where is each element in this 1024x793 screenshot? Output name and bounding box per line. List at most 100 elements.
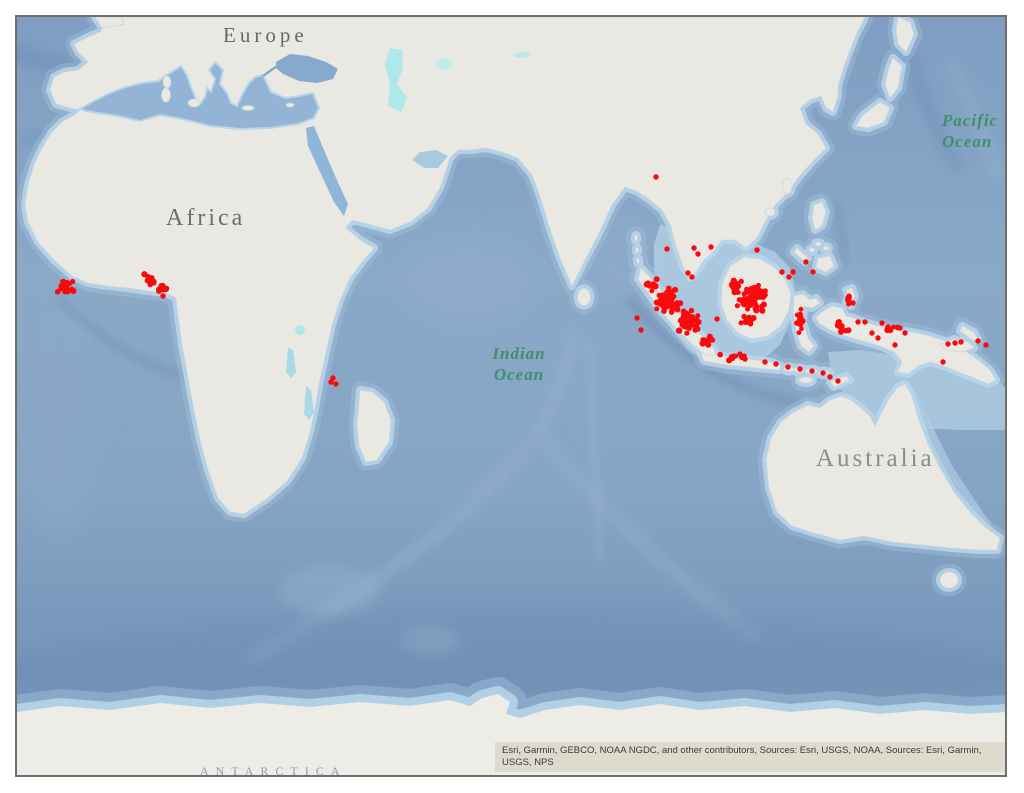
occurrence-point bbox=[684, 330, 689, 336]
occurrence-point bbox=[695, 251, 701, 257]
occurrence-point bbox=[756, 282, 761, 288]
occurrence-point bbox=[894, 324, 901, 331]
occurrence-point bbox=[796, 330, 802, 336]
occurrence-point bbox=[850, 300, 856, 306]
occurrence-point bbox=[902, 330, 908, 336]
map-attribution: Esri, Garmin, GEBCO, NOAA NGDC, and othe… bbox=[495, 742, 1005, 772]
occurrence-point bbox=[669, 295, 675, 301]
lake-victoria bbox=[295, 325, 305, 335]
occurrence-point bbox=[643, 281, 650, 288]
occurrence-point bbox=[744, 300, 750, 306]
attribution-line2: Garmin, USGS, NPS bbox=[502, 745, 982, 768]
occurrence-point bbox=[887, 327, 894, 334]
occurrence-point bbox=[746, 318, 754, 325]
occurrence-point bbox=[952, 340, 958, 346]
occurrence-point bbox=[691, 245, 697, 251]
occurrence-point bbox=[855, 319, 861, 325]
occurrence-point bbox=[738, 278, 744, 285]
world-basemap bbox=[17, 17, 1005, 775]
occurrence-point bbox=[892, 342, 898, 348]
occurrence-points-layer bbox=[54, 174, 989, 387]
occurrence-point bbox=[759, 293, 766, 300]
occurrence-point bbox=[862, 319, 868, 325]
occurrence-point bbox=[663, 299, 668, 305]
occurrence-point bbox=[652, 282, 659, 289]
occurrence-point bbox=[809, 368, 815, 374]
occurrence-point bbox=[142, 272, 148, 278]
occurrence-point bbox=[70, 287, 77, 295]
occurrence-point bbox=[638, 327, 644, 333]
occurrence-point bbox=[685, 270, 691, 276]
occurrence-point bbox=[668, 289, 675, 296]
occurrence-point bbox=[820, 370, 826, 376]
map-frame: Europe Africa Australia Indian Ocean Pac… bbox=[15, 15, 1007, 777]
occurrence-point bbox=[835, 378, 841, 384]
attribution-line1: Esri, Garmin, GEBCO, NOAA NGDC, and othe… bbox=[502, 745, 945, 756]
occurrence-point bbox=[842, 328, 848, 334]
occurrence-point bbox=[717, 351, 723, 358]
occurrence-point bbox=[945, 341, 951, 347]
occurrence-point bbox=[846, 293, 852, 299]
occurrence-point bbox=[695, 313, 701, 319]
occurrence-point bbox=[685, 314, 692, 320]
occurrence-point bbox=[827, 374, 833, 380]
occurrence-point bbox=[734, 303, 741, 309]
aral-sea bbox=[436, 58, 452, 70]
occurrence-point bbox=[773, 361, 779, 367]
occurrence-point bbox=[680, 308, 687, 315]
persian-gulf bbox=[412, 150, 448, 168]
occurrence-point bbox=[63, 285, 70, 292]
occurrence-point bbox=[790, 269, 796, 275]
occurrence-point bbox=[779, 269, 785, 275]
occurrence-point bbox=[753, 293, 759, 298]
occurrence-point bbox=[785, 364, 791, 370]
occurrence-point bbox=[663, 303, 669, 310]
occurrence-point bbox=[667, 300, 672, 306]
occurrence-point bbox=[669, 308, 675, 314]
occurrence-point bbox=[709, 337, 716, 343]
occurrence-point bbox=[983, 342, 989, 348]
occurrence-point bbox=[743, 289, 750, 295]
red-sea bbox=[306, 126, 348, 216]
occurrence-point bbox=[695, 319, 702, 325]
occurrence-point bbox=[59, 284, 64, 290]
lake-malawi bbox=[304, 386, 314, 420]
occurrence-point bbox=[708, 244, 714, 250]
occurrence-point bbox=[689, 274, 695, 280]
occurrence-point bbox=[798, 306, 804, 312]
occurrence-point bbox=[753, 307, 760, 314]
occurrence-point bbox=[869, 330, 875, 336]
occurrence-point bbox=[741, 313, 747, 320]
caspian-sea bbox=[385, 48, 407, 112]
occurrence-point bbox=[875, 335, 881, 341]
mediterranean-islands bbox=[161, 75, 295, 111]
occurrence-point bbox=[649, 288, 655, 294]
occurrence-point bbox=[653, 174, 659, 180]
occurrence-point bbox=[759, 303, 765, 310]
occurrence-point bbox=[654, 306, 660, 312]
mediterranean-sea bbox=[77, 60, 321, 131]
occurrence-point bbox=[655, 299, 662, 306]
occurrence-point bbox=[634, 315, 640, 321]
occurrence-point bbox=[797, 366, 803, 372]
occurrence-point bbox=[794, 320, 800, 326]
occurrence-point bbox=[738, 320, 744, 326]
occurrence-point bbox=[60, 278, 67, 285]
occurrence-point bbox=[664, 246, 670, 252]
occurrence-point bbox=[688, 307, 695, 314]
occurrence-point bbox=[958, 339, 964, 345]
occurrence-point bbox=[679, 322, 685, 328]
occurrence-point bbox=[728, 354, 735, 360]
occurrence-point bbox=[656, 292, 662, 298]
occurrence-point bbox=[714, 316, 720, 322]
occurrence-point bbox=[677, 300, 684, 307]
occurrence-point bbox=[160, 293, 166, 299]
occurrence-point bbox=[762, 359, 768, 365]
occurrence-point bbox=[333, 381, 339, 387]
occurrence-point bbox=[750, 296, 756, 302]
black-sea bbox=[276, 54, 338, 83]
occurrence-point bbox=[754, 247, 760, 253]
occurrence-point bbox=[675, 327, 683, 334]
occurrence-point bbox=[759, 307, 766, 314]
lake-tanganyika bbox=[286, 348, 296, 378]
